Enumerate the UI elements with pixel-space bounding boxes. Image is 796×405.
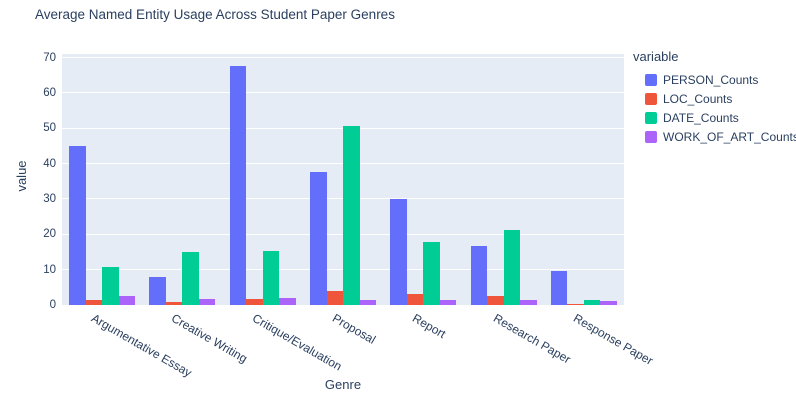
x-tick-Critique/Evaluation: Critique/Evaluation	[249, 311, 344, 374]
legend-swatch-icon	[645, 74, 657, 86]
bar-WORK_OF_ART_Counts-Response Paper[interactable]	[600, 301, 617, 305]
legend-item-LOC_Counts[interactable]: LOC_Counts	[633, 91, 796, 107]
x-tick-Response Paper: Response Paper	[570, 311, 656, 368]
bar-WORK_OF_ART_Counts-Research Paper[interactable]	[520, 300, 537, 305]
x-tick-Research Paper: Research Paper	[490, 311, 573, 367]
bar-LOC_Counts-Argumentative Essay[interactable]	[85, 299, 103, 305]
bar-WORK_OF_ART_Counts-Creative Writing[interactable]	[198, 299, 216, 305]
bar-LOC_Counts-Proposal[interactable]	[326, 290, 343, 305]
bar-DATE_Counts-Argumentative Essay[interactable]	[102, 267, 119, 305]
bar-WORK_OF_ART_Counts-Critique/Evaluation[interactable]	[279, 298, 296, 305]
legend-item-label: WORK_OF_ART_Counts	[663, 130, 796, 144]
legend-items: PERSON_Counts LOC_Counts DATE_Counts WORK_O…	[633, 72, 796, 145]
bar-WORK_OF_ART_Counts-Argumentative Essay[interactable]	[118, 296, 136, 305]
legend-item-label: LOC_Counts	[663, 92, 733, 106]
bar-LOC_Counts-Creative Writing[interactable]	[165, 301, 183, 305]
bar-PERSON_Counts-Report[interactable]	[390, 198, 407, 305]
bar-PERSON_Counts-Creative Writing[interactable]	[149, 276, 166, 305]
x-axis-title: Genre	[324, 377, 362, 392]
bar-DATE_Counts-Critique/Evaluation[interactable]	[262, 250, 280, 305]
y-tick-20: 20	[43, 228, 56, 241]
bar-LOC_Counts-Critique/Evaluation[interactable]	[246, 299, 263, 305]
legend-item-WORK_OF_ART_Counts[interactable]: WORK_OF_ART_Counts	[633, 129, 796, 145]
legend-swatch-icon	[645, 112, 657, 124]
bar-DATE_Counts-Creative Writing[interactable]	[182, 251, 199, 305]
gridline-y-60	[62, 92, 624, 94]
plot-area[interactable]	[62, 54, 624, 305]
chart-title: Average Named Entity Usage Across Studen…	[35, 7, 395, 22]
legend-item-label: PERSON_Counts	[663, 73, 759, 87]
y-tick-50: 50	[43, 122, 56, 135]
bar-DATE_Counts-Research Paper[interactable]	[503, 229, 521, 305]
y-tick-40: 40	[43, 157, 56, 170]
x-tick-Creative Writing: Creative Writing	[169, 311, 251, 366]
bar-LOC_Counts-Research Paper[interactable]	[487, 295, 504, 305]
bar-PERSON_Counts-Argumentative Essay[interactable]	[69, 145, 86, 305]
bar-WORK_OF_ART_Counts-Report[interactable]	[439, 300, 457, 305]
bar-PERSON_Counts-Proposal[interactable]	[310, 172, 327, 305]
x-tick-Report: Report	[410, 311, 449, 342]
bar-PERSON_Counts-Research Paper[interactable]	[470, 245, 488, 305]
bar-PERSON_Counts-Response Paper[interactable]	[550, 271, 568, 305]
gridline-y-70	[62, 57, 624, 59]
legend-swatch-icon	[645, 93, 657, 105]
bar-DATE_Counts-Proposal[interactable]	[343, 126, 360, 305]
bar-PERSON_Counts-Critique/Evaluation[interactable]	[229, 66, 247, 305]
bar-LOC_Counts-Response Paper[interactable]	[567, 304, 584, 305]
legend-swatch-icon	[645, 131, 657, 143]
bar-LOC_Counts-Report[interactable]	[406, 294, 424, 305]
y-tick-60: 60	[43, 86, 56, 99]
legend-title: variable	[633, 49, 679, 64]
bar-WORK_OF_ART_Counts-Proposal[interactable]	[359, 300, 376, 305]
bar-DATE_Counts-Report[interactable]	[423, 242, 440, 305]
x-tick-Proposal: Proposal	[330, 311, 379, 347]
y-tick-30: 30	[43, 192, 56, 205]
legend-item-label: DATE_Counts	[663, 111, 739, 125]
y-tick-70: 70	[43, 51, 56, 64]
legend: variable PERSON_Counts LOC_Counts DATE_Cou…	[633, 49, 796, 148]
bar-DATE_Counts-Response Paper[interactable]	[583, 300, 601, 305]
legend-item-DATE_Counts[interactable]: DATE_Counts	[633, 110, 796, 126]
y-tick-0: 0	[49, 299, 56, 311]
legend-item-PERSON_Counts[interactable]: PERSON_Counts	[633, 72, 796, 88]
y-tick-10: 10	[43, 263, 56, 276]
